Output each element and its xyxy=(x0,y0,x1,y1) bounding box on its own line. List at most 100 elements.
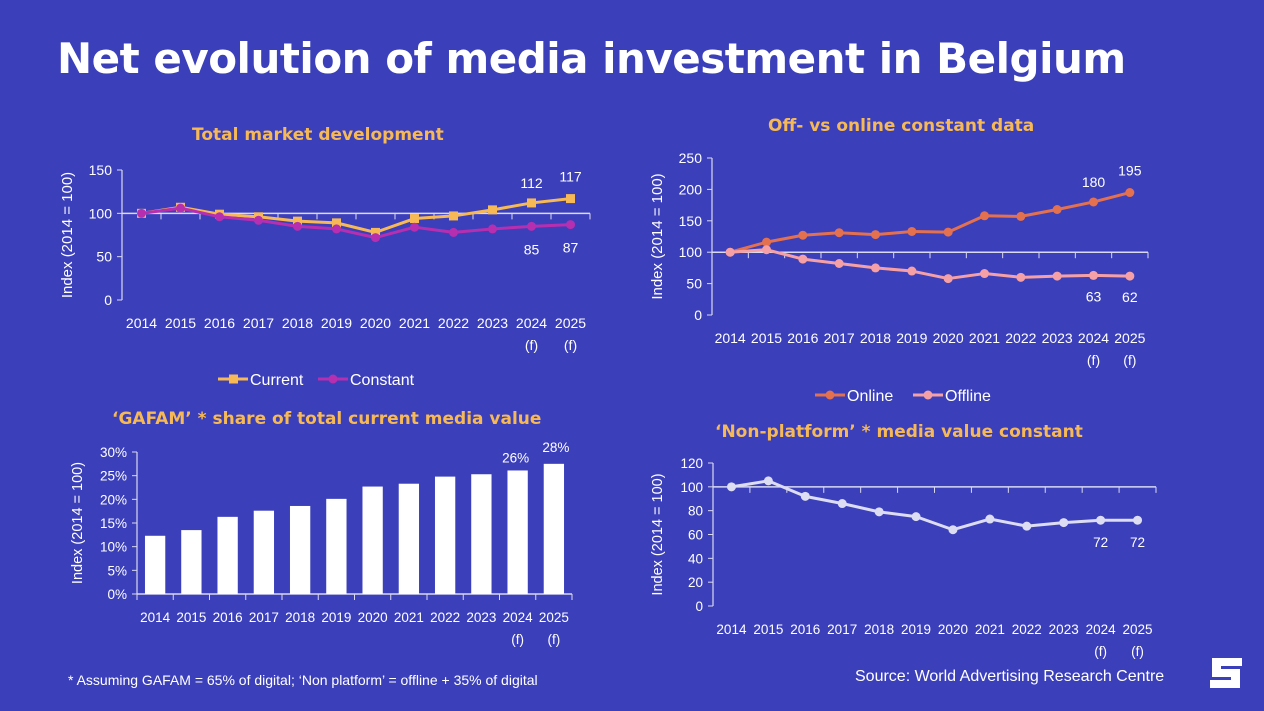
bar xyxy=(217,516,238,594)
y-tick-label: 30% xyxy=(100,445,127,460)
legend-label: Offline xyxy=(945,388,991,405)
data-point xyxy=(449,227,458,237)
bar xyxy=(181,530,202,594)
y-tick-label: 100 xyxy=(680,480,703,495)
data-point xyxy=(293,221,302,231)
data-point xyxy=(948,525,958,535)
y-tick-label: 0% xyxy=(107,587,127,602)
legend-marker xyxy=(923,390,933,400)
x-tick-label: 2016 xyxy=(790,622,820,637)
data-label: 26% xyxy=(502,450,529,465)
y-tick-label: 15% xyxy=(100,516,127,531)
y-tick-label: 120 xyxy=(680,456,703,471)
data-point xyxy=(566,194,575,204)
x-tick-label: 2023 xyxy=(1042,330,1073,346)
data-point xyxy=(726,482,736,492)
data-point xyxy=(763,476,773,486)
data-point xyxy=(527,198,536,208)
data-point xyxy=(837,499,847,509)
bar xyxy=(144,535,166,594)
data-label: 85 xyxy=(524,241,540,257)
x-tick-label: (f) xyxy=(1094,644,1107,659)
x-tick-label: 2017 xyxy=(249,610,279,625)
data-label: 117 xyxy=(559,169,582,185)
data-point xyxy=(293,216,302,226)
x-tick-label: 2021 xyxy=(975,622,1005,637)
y-axis-label: Index (2014 = 100) xyxy=(59,172,76,298)
x-tick-label: (f) xyxy=(564,337,577,353)
bar xyxy=(507,470,528,594)
data-point xyxy=(1016,211,1026,221)
series-line-non-platform xyxy=(731,479,1138,532)
y-tick-label: 100 xyxy=(89,205,113,221)
legend-marker xyxy=(229,374,238,384)
x-tick-label: 2024 xyxy=(1078,330,1109,346)
chart-gafam-share: 0% 5% 10% 15% 20% 25% 30% Index (2014 = 100) 201… xyxy=(70,440,573,647)
chart-title-total-market: Total market development xyxy=(192,125,444,145)
s-logo-icon xyxy=(1210,658,1242,688)
series-line-online xyxy=(729,191,1131,254)
data-label: 87 xyxy=(563,240,579,256)
bar xyxy=(253,510,275,594)
x-tick-label: 2022 xyxy=(438,315,469,331)
data-point xyxy=(980,211,989,221)
x-tick-label: 2025 xyxy=(555,315,586,331)
data-point xyxy=(1022,521,1032,531)
x-tick-label: 2020 xyxy=(358,610,388,625)
page-title: Net evolution of media investment in Bel… xyxy=(57,34,1126,83)
data-point xyxy=(798,254,808,264)
x-tick-label: 2018 xyxy=(864,622,894,637)
y-tick-label: 40 xyxy=(688,551,703,566)
x-tick-label: 2023 xyxy=(466,610,496,625)
data-point xyxy=(1125,271,1135,281)
data-point xyxy=(332,218,341,228)
series-line-offline xyxy=(730,248,1130,281)
data-point xyxy=(566,220,575,230)
y-tick-label: 50 xyxy=(686,276,702,292)
data-label: 62 xyxy=(1122,289,1138,305)
x-tick-label: 2020 xyxy=(938,622,968,637)
bar xyxy=(434,476,456,594)
x-tick-label: 2024 xyxy=(503,610,534,625)
x-tick-label: 2019 xyxy=(901,622,931,637)
data-point xyxy=(1133,515,1143,525)
data-point xyxy=(762,237,771,247)
data-point xyxy=(985,514,995,524)
x-tick-label: (f) xyxy=(1131,644,1144,659)
data-point xyxy=(254,215,263,225)
x-tick-label: 2021 xyxy=(969,330,1000,346)
data-point xyxy=(488,224,497,234)
x-tick-label: 2018 xyxy=(860,330,891,346)
y-tick-label: 250 xyxy=(679,150,703,166)
data-point xyxy=(1052,204,1062,214)
y-tick-label: 150 xyxy=(89,162,113,178)
data-label: 180 xyxy=(1082,174,1106,190)
y-tick-label: 5% xyxy=(107,563,127,578)
x-tick-label: 2019 xyxy=(896,330,927,346)
data-point xyxy=(907,266,917,276)
source-text: Source: World Advertising Research Centr… xyxy=(855,668,1165,685)
bar xyxy=(398,483,420,594)
x-tick-label: 2017 xyxy=(243,315,274,331)
x-tick-label: 2020 xyxy=(360,315,391,331)
x-tick-label: 2016 xyxy=(787,330,818,346)
chart-non-platform: 0 20 40 60 80 100 120 Index (2014 = 100) 2014 201… xyxy=(650,456,1157,659)
x-tick-label: 2014 xyxy=(716,622,747,637)
x-tick-label: 2019 xyxy=(321,610,351,625)
footnote: * Assuming GAFAM = 65% of digital; ‘Non … xyxy=(68,672,538,688)
x-tick-label: 2016 xyxy=(213,610,243,625)
x-tick-label: (f) xyxy=(548,632,561,647)
series-line-constant xyxy=(141,206,571,240)
x-tick-label: (f) xyxy=(525,337,538,353)
x-tick-label: 2024 xyxy=(516,315,547,331)
y-tick-label: 0 xyxy=(694,307,702,323)
data-point xyxy=(176,203,185,213)
data-point xyxy=(449,211,458,221)
x-tick-label: 2018 xyxy=(285,610,315,625)
data-point xyxy=(1089,270,1098,280)
data-point xyxy=(980,269,989,279)
x-tick-label: 2017 xyxy=(827,622,857,637)
data-point xyxy=(1096,515,1106,525)
legend-marker xyxy=(328,374,338,384)
y-axis-label: Index (2014 = 100) xyxy=(70,462,86,584)
